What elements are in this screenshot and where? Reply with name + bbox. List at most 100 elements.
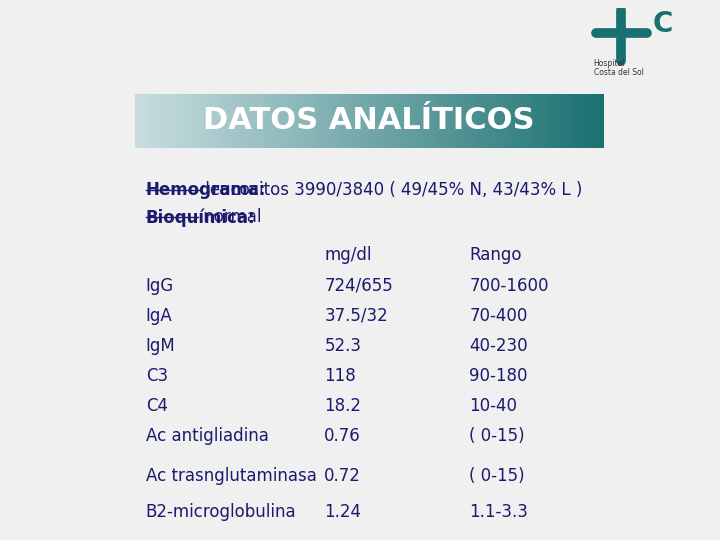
Text: normal: normal: [198, 208, 261, 226]
Bar: [435, 94, 438, 148]
Bar: [181, 94, 184, 148]
Bar: [228, 94, 231, 148]
Bar: [198, 94, 201, 148]
Bar: [327, 94, 330, 148]
Bar: [151, 94, 154, 148]
Bar: [379, 94, 382, 148]
Bar: [589, 94, 592, 148]
Bar: [526, 94, 529, 148]
Bar: [287, 94, 290, 148]
Bar: [329, 94, 332, 148]
Bar: [210, 94, 212, 148]
Bar: [413, 94, 416, 148]
Bar: [137, 94, 140, 148]
Bar: [284, 94, 287, 148]
Bar: [432, 94, 435, 148]
Bar: [245, 94, 248, 148]
Bar: [292, 94, 294, 148]
Bar: [568, 94, 571, 148]
Bar: [369, 94, 372, 148]
Bar: [212, 94, 215, 148]
Bar: [582, 94, 585, 148]
Text: 0.76: 0.76: [324, 427, 361, 444]
Bar: [264, 94, 266, 148]
Text: C4: C4: [145, 396, 168, 415]
Bar: [500, 94, 503, 148]
Bar: [495, 94, 498, 148]
Bar: [416, 94, 419, 148]
Bar: [174, 94, 177, 148]
Bar: [353, 94, 356, 148]
Bar: [200, 94, 203, 148]
Text: IgA: IgA: [145, 307, 173, 325]
Bar: [158, 94, 161, 148]
Text: Hospital: Hospital: [593, 59, 625, 68]
Bar: [598, 94, 602, 148]
Bar: [163, 94, 166, 148]
Bar: [533, 94, 536, 148]
Bar: [540, 94, 543, 148]
Bar: [278, 94, 281, 148]
Bar: [331, 94, 334, 148]
Bar: [252, 94, 255, 148]
Bar: [161, 94, 163, 148]
Bar: [376, 94, 379, 148]
Text: leucocitos 3990/3840 ( 49/45% N, 43/43% L ): leucocitos 3990/3840 ( 49/45% N, 43/43% …: [200, 181, 582, 199]
Text: 40-230: 40-230: [469, 337, 528, 355]
Bar: [172, 94, 175, 148]
Bar: [521, 94, 524, 148]
Bar: [301, 94, 304, 148]
Bar: [381, 94, 384, 148]
Bar: [196, 94, 199, 148]
Bar: [531, 94, 534, 148]
Bar: [407, 94, 410, 148]
Bar: [472, 94, 475, 148]
Bar: [392, 94, 395, 148]
Bar: [191, 94, 194, 148]
Bar: [395, 94, 397, 148]
Text: Rango: Rango: [469, 246, 522, 264]
Bar: [547, 94, 550, 148]
Bar: [350, 94, 353, 148]
Bar: [217, 94, 220, 148]
Bar: [517, 94, 520, 148]
Bar: [348, 94, 351, 148]
Bar: [341, 94, 343, 148]
Bar: [489, 94, 492, 148]
Bar: [280, 94, 283, 148]
Bar: [458, 94, 461, 148]
Bar: [542, 94, 545, 148]
Bar: [224, 94, 227, 148]
Bar: [249, 94, 253, 148]
Bar: [474, 94, 477, 148]
Bar: [238, 94, 240, 148]
Text: 18.2: 18.2: [324, 396, 361, 415]
Bar: [306, 94, 309, 148]
Bar: [564, 94, 567, 148]
Bar: [594, 94, 597, 148]
Bar: [355, 94, 358, 148]
Bar: [418, 94, 421, 148]
Bar: [320, 94, 323, 148]
Bar: [528, 94, 531, 148]
Bar: [577, 94, 580, 148]
Bar: [318, 94, 320, 148]
Text: 1.1-3.3: 1.1-3.3: [469, 503, 528, 521]
Text: 118: 118: [324, 367, 356, 384]
Bar: [400, 94, 402, 148]
Text: Ac trasnglutaminasa: Ac trasnglutaminasa: [145, 467, 317, 485]
Bar: [282, 94, 285, 148]
Bar: [334, 94, 337, 148]
Bar: [233, 94, 236, 148]
Bar: [561, 94, 564, 148]
Bar: [259, 94, 262, 148]
Text: 10-40: 10-40: [469, 396, 518, 415]
Bar: [205, 94, 208, 148]
Bar: [362, 94, 365, 148]
Bar: [207, 94, 210, 148]
Bar: [135, 94, 138, 148]
Bar: [428, 94, 431, 148]
Bar: [575, 94, 578, 148]
Bar: [566, 94, 569, 148]
Bar: [202, 94, 205, 148]
